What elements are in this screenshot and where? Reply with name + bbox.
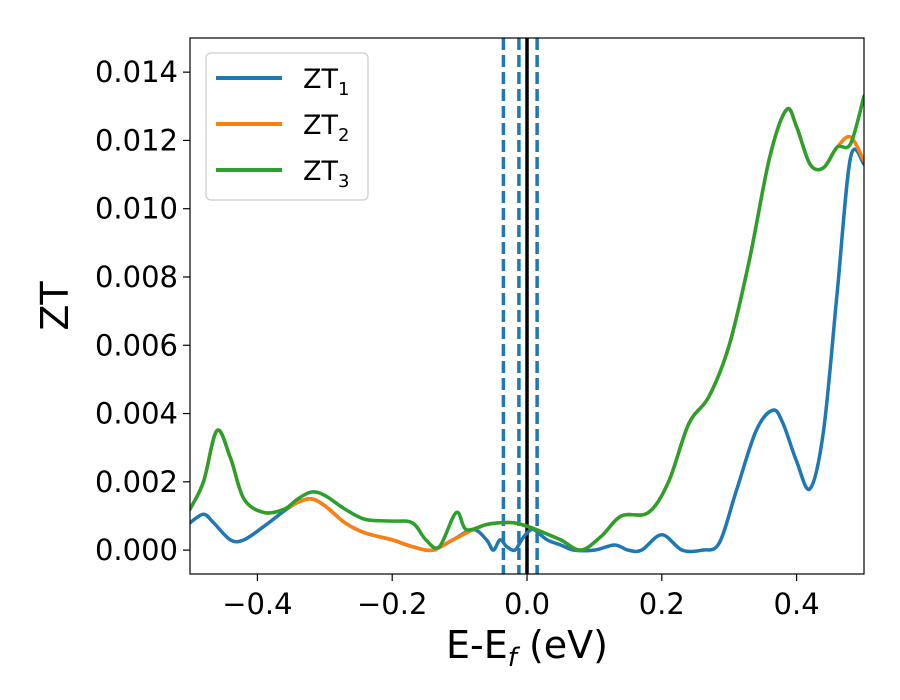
- reference-lines: [501, 38, 539, 574]
- x-axis: −0.4 −0.2 0.0 0.2 0.4: [222, 574, 820, 621]
- y-tick-label: 0.014: [95, 55, 178, 89]
- legend-label-zt2: ZT2: [303, 110, 349, 146]
- y-tick-label: 0.002: [95, 465, 178, 499]
- legend: ZT1 ZT2 ZT3: [205, 52, 369, 201]
- x-axis-title: E-Ef (eV): [446, 623, 608, 673]
- y-tick-label: 0.004: [95, 397, 178, 431]
- y-tick-label: 0.012: [95, 123, 178, 157]
- x-tick-label: −0.2: [357, 587, 427, 621]
- x-tick-label: 0.4: [774, 587, 820, 621]
- x-tick-label: 0.0: [504, 587, 550, 621]
- y-tick-label: 0.000: [95, 533, 178, 567]
- legend-label-zt1: ZT1: [303, 64, 349, 100]
- y-axis: 0.000 0.002 0.004 0.006 0.008 0.010 0.012 0.014: [95, 55, 190, 567]
- x-tick-label: −0.4: [222, 587, 292, 621]
- series-layer: [190, 94, 864, 554]
- y-tick-label: 0.006: [95, 328, 178, 362]
- x-tick-label: 0.2: [639, 587, 685, 621]
- series-line-zt3: [190, 94, 864, 552]
- y-tick-label: 0.008: [95, 260, 178, 294]
- legend-box: [205, 52, 369, 201]
- y-tick-label: 0.010: [95, 192, 178, 226]
- y-axis-title: ZT: [33, 281, 77, 331]
- legend-label-zt3: ZT3: [303, 156, 349, 192]
